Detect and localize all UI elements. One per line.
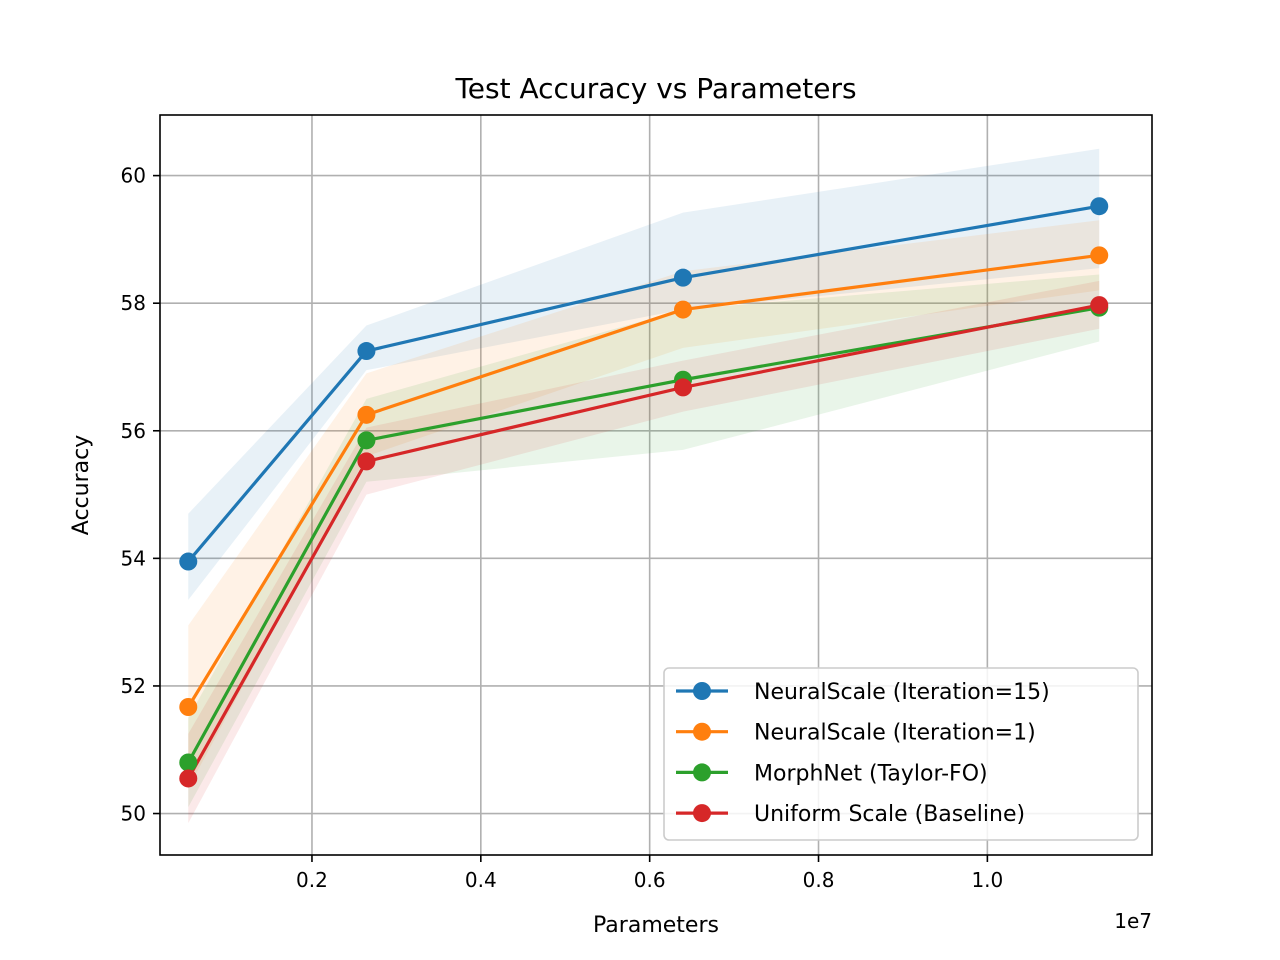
y-tick-label: 58 — [121, 291, 146, 315]
plot-frame — [159, 114, 1153, 856]
series-2-point — [674, 300, 693, 319]
legend-entry-label: Uniform Scale (Baseline) — [754, 802, 1025, 827]
series-1-point — [674, 268, 693, 287]
legend-box — [663, 667, 1139, 841]
x-tick-label: 0.8 — [803, 868, 835, 892]
y-tick-label: 52 — [121, 674, 146, 698]
series-4-band — [188, 280, 1100, 824]
x-tick-label: 0.2 — [296, 868, 328, 892]
series-1-point — [1090, 197, 1109, 216]
grid-lines — [160, 115, 1152, 855]
series-2-point — [357, 405, 376, 424]
y-tick-label: 50 — [121, 802, 146, 826]
legend-entry-label: NeuralScale (Iteration=1) — [754, 721, 1036, 746]
series-2-band — [188, 220, 1100, 789]
series-3-point — [179, 753, 198, 772]
series-markers — [179, 197, 1109, 788]
x-tick-label: 1.0 — [971, 868, 1003, 892]
y-tick-label: 54 — [121, 546, 146, 570]
confidence-bands — [188, 148, 1100, 824]
series-2-point — [179, 698, 198, 716]
series-1-point — [179, 552, 198, 571]
x-tick-label: 0.6 — [634, 868, 666, 892]
series-4-line — [186, 303, 1100, 780]
series-lines — [186, 204, 1100, 780]
y-tick-label: 56 — [121, 419, 146, 443]
legend-entry-label: NeuralScale (Iteration=15) — [754, 680, 1050, 705]
series-4-point — [1090, 296, 1109, 315]
series-4-point — [357, 452, 376, 471]
series-4-point — [179, 769, 198, 788]
chart-title: Test Accuracy vs Parameters — [454, 72, 856, 105]
y-tick-label: 60 — [121, 164, 146, 188]
y-axis-label: Accuracy — [69, 435, 94, 535]
series-3-point — [357, 431, 376, 450]
legend: NeuralScale (Iteration=15) NeuralScale (I… — [663, 667, 1139, 841]
axis-ticks: 0.2 0.4 0.6 0.8 1.0 50 52 54 56 58 60 — [121, 164, 1004, 892]
series-2-point — [1090, 246, 1109, 265]
series-1-band — [188, 148, 1100, 600]
series-1-line — [187, 204, 1100, 563]
series-3-line — [186, 306, 1100, 764]
series-3-band — [188, 274, 1100, 808]
x-axis-label: Parameters — [593, 913, 719, 938]
legend-swatch-marker — [693, 804, 711, 823]
series-2-line — [186, 253, 1100, 708]
legend-swatch-marker — [693, 722, 711, 741]
legend-swatch-marker — [693, 763, 711, 782]
legend-swatch-marker — [693, 682, 711, 700]
x-tick-label: 0.4 — [465, 868, 497, 892]
series-4-point — [674, 378, 693, 397]
x-axis-offset-label: 1e7 — [1114, 909, 1152, 933]
legend-entry-label: MorphNet (Taylor-FO) — [754, 761, 988, 786]
series-1-point — [357, 342, 376, 361]
